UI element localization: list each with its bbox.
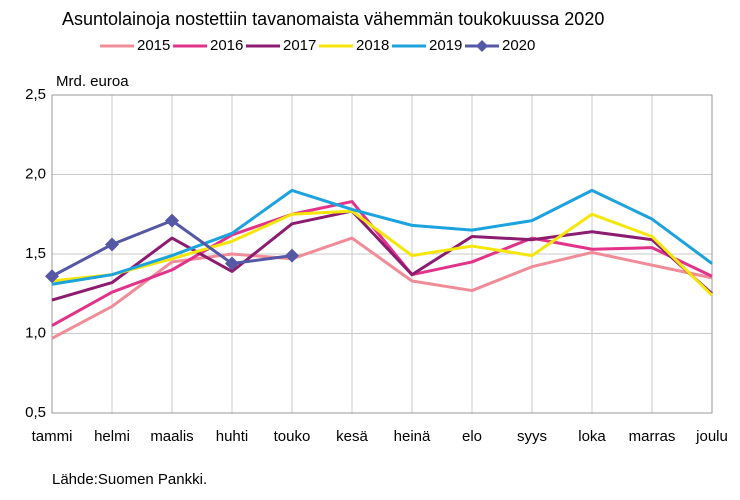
y-tick-label: 1,5 <box>25 245 46 262</box>
plot-border <box>51 94 713 414</box>
x-tick-label: touko <box>274 428 311 445</box>
x-tick-label: loka <box>578 428 606 445</box>
series-marker <box>105 237 119 252</box>
legend-label: 2018 <box>356 37 389 54</box>
x-tick-label: marras <box>629 428 676 445</box>
legend-label: 2017 <box>283 37 316 54</box>
series-line <box>51 209 714 297</box>
x-tick-label: syys <box>517 428 547 445</box>
y-tick-label: 1,0 <box>25 324 46 341</box>
x-tick-label: maalis <box>150 428 193 445</box>
legend-label: 2019 <box>429 37 462 54</box>
legend-marker <box>476 40 488 52</box>
x-tick-label: tammi <box>32 428 73 445</box>
series-line <box>51 200 713 327</box>
y-tick-label: 0,5 <box>25 404 46 421</box>
y-tick-label: 2,0 <box>25 165 46 182</box>
x-tick-label: kesä <box>336 428 368 445</box>
y-tick-label: 2,5 <box>25 86 46 103</box>
y-axis-label: Mrd. euroa <box>56 73 129 90</box>
legend-label: 2020 <box>502 37 535 54</box>
series-marker <box>225 256 239 271</box>
x-tick-label: helmi <box>94 428 130 445</box>
legend-label: 2016 <box>210 37 243 54</box>
series-line <box>51 236 713 340</box>
series-line <box>51 188 713 286</box>
series-marker <box>165 213 179 228</box>
series-line <box>51 209 714 302</box>
x-tick-label: huhti <box>216 428 249 445</box>
x-tick-label: joulu <box>695 428 728 445</box>
source: Lähde:Suomen Pankki. <box>52 471 207 488</box>
x-tick-label: heinä <box>394 428 431 445</box>
x-tick-label: elo <box>462 428 482 445</box>
series-marker <box>45 269 59 284</box>
legend-label: 2015 <box>137 37 170 54</box>
series-marker <box>285 248 299 263</box>
chart-title: Asuntolainoja nostettiin tavanomaista vä… <box>62 9 604 29</box>
